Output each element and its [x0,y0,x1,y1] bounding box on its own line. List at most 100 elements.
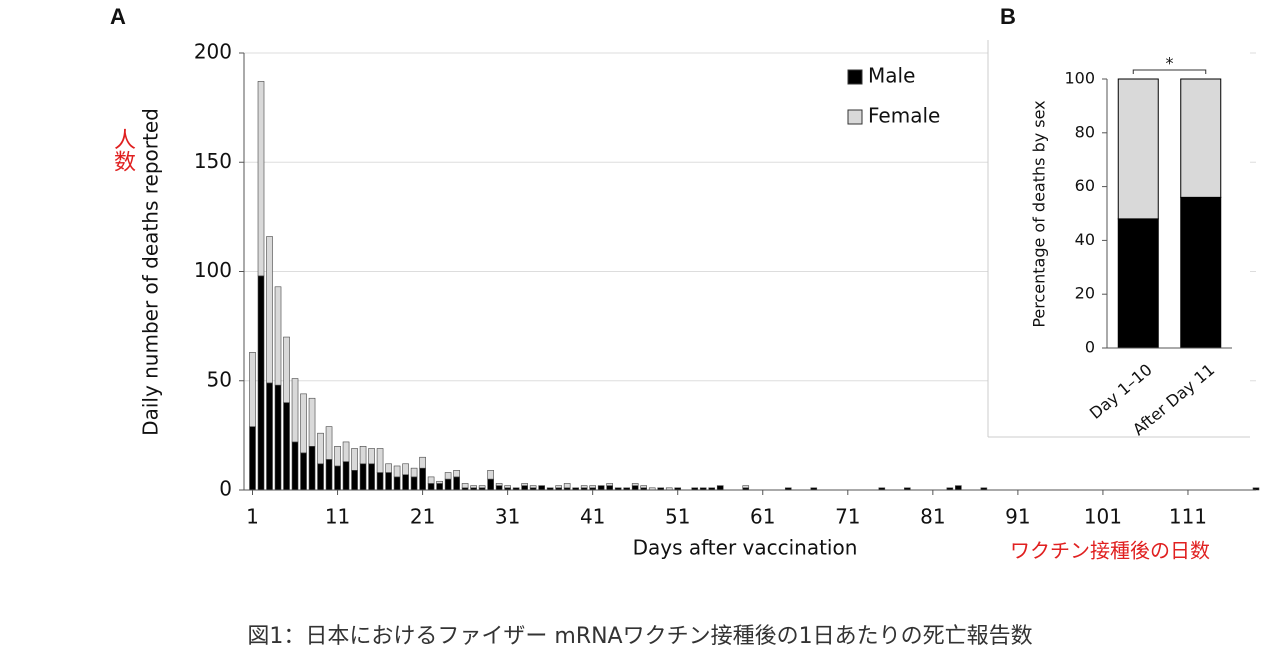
bar-segment [308,445,316,491]
bar-segment [1180,78,1222,198]
bar-segment [419,456,426,469]
bar-segment [368,463,375,491]
y-axis-label: Percentage of deaths by sex [1030,100,1049,327]
bar-segment [427,483,435,491]
bar-segment [359,463,367,491]
bar-segment [461,483,469,489]
bar-segment [325,459,333,491]
bar-segment [453,470,460,478]
bar-segment [334,445,341,467]
bar-segment [521,483,528,486]
bar-segment [495,483,503,486]
bar-segment [427,476,435,484]
x-tick-label: 31 [495,505,520,529]
bar-segment [402,463,409,476]
bar-segment [410,467,418,478]
x-tick-label: 41 [580,505,605,529]
bar-segment [487,478,494,491]
legend-swatch [847,109,863,125]
y-annotation: 人数 [110,128,136,172]
bar-segment [300,452,307,491]
bar-segment [631,485,639,491]
bar-segment [444,478,452,491]
y-tick-label: 150 [194,149,232,173]
bar-segment [385,463,392,473]
x-tick-label: 91 [1005,505,1030,529]
bar-segment [716,485,724,491]
bar-segment [453,476,460,491]
y-tick-label: 200 [194,40,232,64]
bar-segment [1117,78,1159,220]
bar-segment [1117,218,1159,349]
bar-segment [291,441,299,491]
bar-segment [1180,196,1222,349]
x-tick-label: 101 [1084,505,1122,529]
bar-segment [266,236,273,384]
y-tick-label: 80 [1075,122,1095,141]
bar-segment [521,485,528,491]
bar-segment [495,485,503,491]
bar-segment [580,485,588,489]
legend-label: Female [868,104,940,128]
bar-segment [589,485,596,489]
panel-label: B [1000,4,1016,29]
bar-segment [538,485,545,491]
bar-segment [419,467,426,491]
significance-bracket [1132,69,1207,74]
bar-segment [410,476,418,491]
bar-segment [359,445,367,465]
x-axis-label: Days after vaccination [633,536,858,560]
bar-segment [504,485,511,489]
bar-segment [325,426,333,460]
panel-label: A [110,4,126,29]
y-tick-label: 50 [207,367,232,391]
bar-segment [385,472,392,491]
x-tick-label: 61 [750,505,775,529]
y-axis-label: Daily number of deaths reported [139,108,163,436]
y-tick-label: 0 [1085,338,1095,357]
bar-segment [266,382,273,491]
bar-segment [351,470,358,491]
bar-segment [317,432,324,465]
legend-label: Male [868,64,915,88]
caption: 図1：日本におけるファイザー mRNAワクチン接種後の1日あたりの死亡報告数 [247,624,1032,649]
bar-segment [606,485,613,491]
bar-segment [368,448,375,465]
significance-marker: * [1166,54,1174,73]
bar-segment [955,485,962,491]
y-tick-label: 100 [1064,69,1095,88]
x-annotation: ワクチン接種後の日数 [1010,539,1210,563]
x-tick-label: 51 [665,505,690,529]
bar-segment [376,448,384,473]
bar-segment [402,474,409,491]
bar-segment [555,485,562,489]
x-tick-label: 11 [325,505,350,529]
y-tick-label: 60 [1075,176,1095,195]
bar-segment [529,485,537,489]
bar-segment [351,448,358,471]
bar-segment [300,393,307,454]
bar-segment [283,336,290,403]
y-tick-label: 40 [1075,230,1095,249]
bar-segment [563,483,571,489]
bar-segment [606,483,613,486]
x-tick-label: 71 [835,505,860,529]
bar-segment [274,286,282,386]
y-tick-label: 0 [219,477,232,501]
bar-segment [640,485,647,489]
y-tick-label: 20 [1075,284,1095,303]
x-tick-label: 21 [410,505,435,529]
y-tick-label: 100 [194,258,232,282]
x-tick-label: 111 [1169,505,1207,529]
bar-segment [257,81,265,277]
bar-segment [436,480,443,484]
bar-segment [308,397,316,447]
bar-segment [291,378,299,443]
bar-segment [376,472,384,491]
bar-segment [249,352,256,427]
bar-segment [342,441,350,462]
bar-segment [478,485,486,489]
bar-segment [249,426,256,491]
